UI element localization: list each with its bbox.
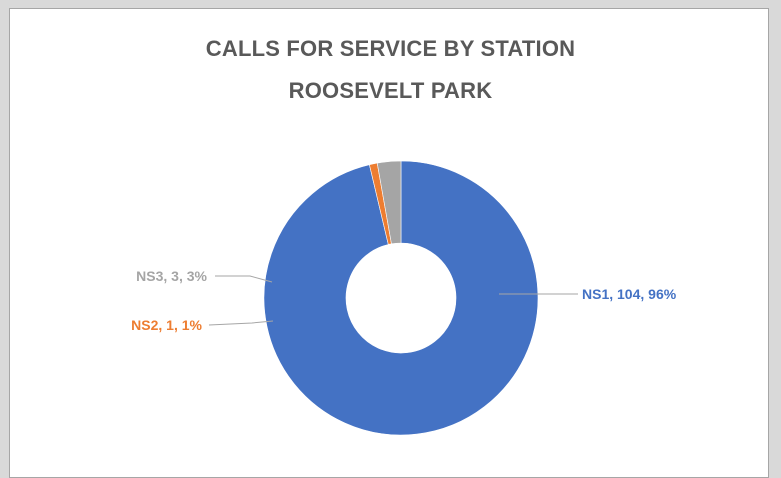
chart-title: CALLS FOR SERVICE BY STATION [205, 36, 576, 61]
leader-line-ns2 [208, 320, 274, 326]
data-label-ns2: NS2, 1, 1% [131, 317, 202, 333]
chart-subtitle: ROOSEVELT PARK [288, 78, 493, 103]
slice-ns3 [376, 160, 402, 245]
leader-line-ns3 [215, 275, 273, 283]
data-label-ns1: NS1, 104, 96% [582, 286, 677, 302]
data-label-ns3: NS3, 3, 3% [136, 268, 207, 284]
slice-ns1 [263, 160, 539, 436]
